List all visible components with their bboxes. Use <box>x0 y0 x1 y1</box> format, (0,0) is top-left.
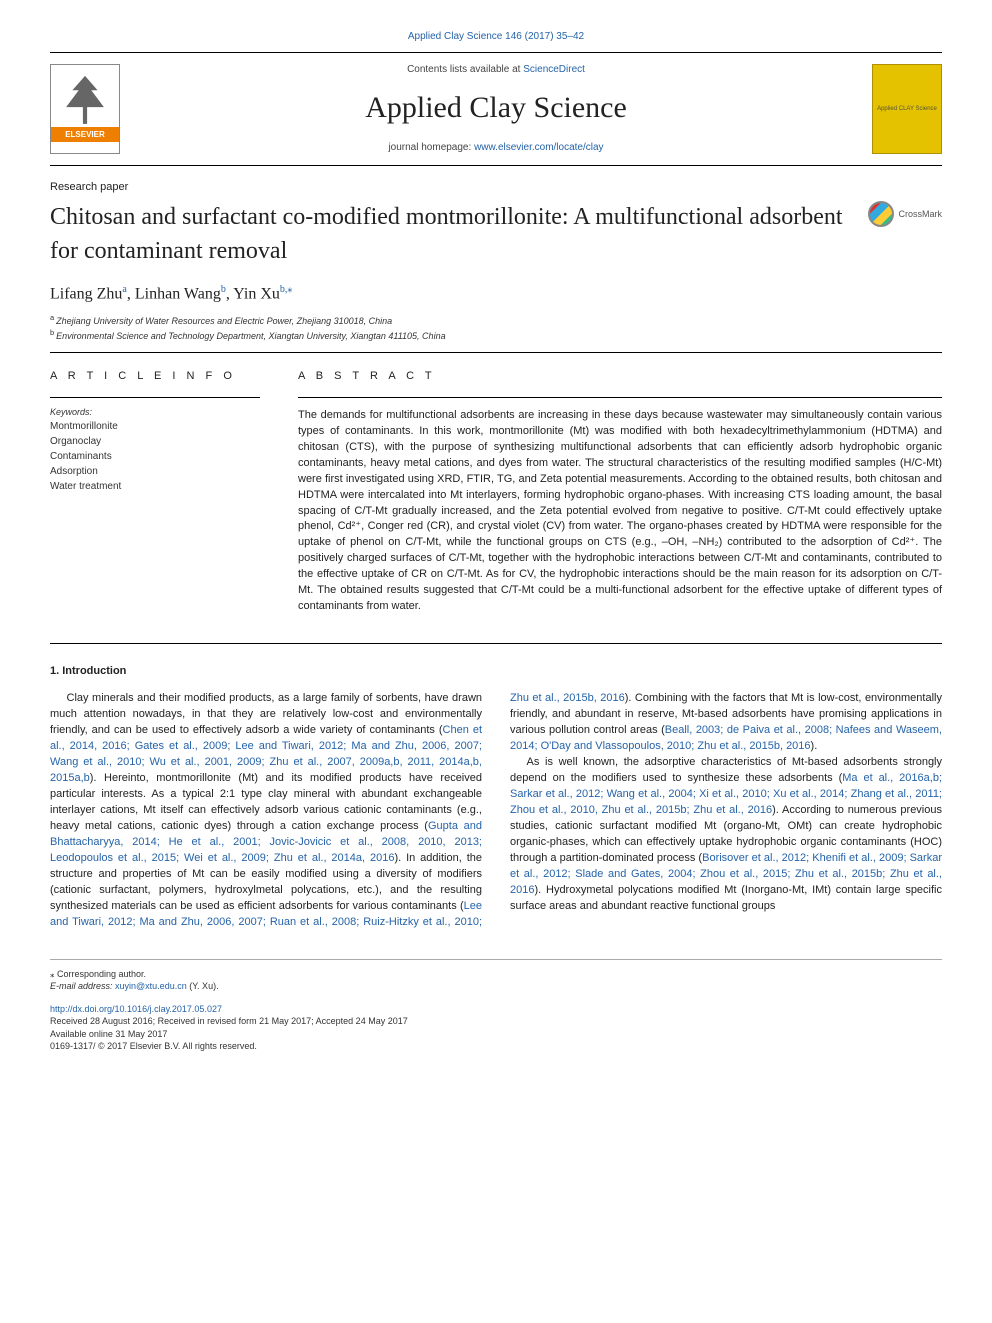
paper-title: Chitosan and surfactant co-modified mont… <box>50 201 848 268</box>
journal-reference-top: Applied Clay Science 146 (2017) 35–42 <box>50 30 942 44</box>
author-2-affil: b <box>221 284 226 295</box>
keyword-item: Organoclay <box>50 435 260 449</box>
homepage-line: journal homepage: www.elsevier.com/locat… <box>134 141 858 155</box>
affiliation-a: aZhejiang University of Water Resources … <box>50 313 942 328</box>
keyword-item: Water treatment <box>50 480 260 494</box>
crossmark-icon <box>868 201 894 227</box>
available-online: Available online 31 May 2017 <box>50 1028 942 1041</box>
keywords-list: Montmorillonite Organoclay Contaminants … <box>50 420 260 494</box>
contents-line: Contents lists available at ScienceDirec… <box>134 63 858 77</box>
author-3: Yin Xu <box>233 285 280 302</box>
copyright-line: 0169-1317/ © 2017 Elsevier B.V. All righ… <box>50 1040 942 1053</box>
elsevier-logo: ELSEVIER <box>50 64 120 154</box>
corresponding-star: ⁎ <box>287 284 292 295</box>
affiliation-b: bEnvironmental Science and Technology De… <box>50 328 942 343</box>
author-1-affil: a <box>122 284 126 295</box>
homepage-link[interactable]: www.elsevier.com/locate/clay <box>474 142 604 153</box>
email-link[interactable]: xuyin@xtu.edu.cn <box>115 981 187 991</box>
article-info-label: A R T I C L E I N F O <box>50 369 260 384</box>
keyword-item: Montmorillonite <box>50 420 260 434</box>
author-2: Linhan Wang <box>135 285 221 302</box>
section-1-heading: 1. Introduction <box>50 664 942 679</box>
paper-type: Research paper <box>50 180 942 195</box>
corresponding-author-note: ⁎ Corresponding author. <box>50 968 942 981</box>
sciencedirect-link[interactable]: ScienceDirect <box>523 64 585 75</box>
header-center: Contents lists available at ScienceDirec… <box>134 63 858 155</box>
contents-prefix: Contents lists available at <box>407 64 523 75</box>
email-line: E-mail address: xuyin@xtu.edu.cn (Y. Xu)… <box>50 980 942 993</box>
footer: ⁎ Corresponding author. E-mail address: … <box>50 959 942 1054</box>
abstract-column: A B S T R A C T The demands for multifun… <box>298 369 942 615</box>
keyword-item: Adsorption <box>50 465 260 479</box>
tree-icon <box>64 76 106 124</box>
abstract-label: A B S T R A C T <box>298 369 942 384</box>
author-1: Lifang Zhu <box>50 285 122 302</box>
doi-link[interactable]: http://dx.doi.org/10.1016/j.clay.2017.05… <box>50 1004 222 1014</box>
authors-line: Lifang Zhua, Linhan Wangb, Yin Xub,⁎ <box>50 283 942 306</box>
journal-header: ELSEVIER Contents lists available at Sci… <box>50 52 942 166</box>
body-columns: Clay minerals and their modified product… <box>50 691 942 930</box>
journal-cover-thumbnail: Applied CLAY Science <box>872 64 942 154</box>
received-dates: Received 28 August 2016; Received in rev… <box>50 1015 942 1028</box>
journal-name: Applied Clay Science <box>134 87 858 129</box>
publisher-name: ELSEVIER <box>51 127 119 142</box>
intro-paragraph-2: As is well known, the adsorptive charact… <box>510 755 942 914</box>
abstract-text: The demands for multifunctional adsorben… <box>298 408 942 615</box>
crossmark-badge[interactable]: CrossMark <box>868 201 942 227</box>
article-info-column: A R T I C L E I N F O Keywords: Montmori… <box>50 369 260 615</box>
keyword-item: Contaminants <box>50 450 260 464</box>
homepage-prefix: journal homepage: <box>388 142 474 153</box>
affiliations: aZhejiang University of Water Resources … <box>50 313 942 342</box>
crossmark-label: CrossMark <box>898 208 942 221</box>
keywords-label: Keywords: <box>50 406 260 419</box>
